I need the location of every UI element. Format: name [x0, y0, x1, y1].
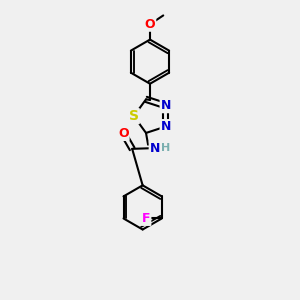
Text: O: O [118, 127, 129, 140]
Text: S: S [129, 109, 139, 123]
Text: H: H [161, 143, 170, 153]
Text: N: N [160, 120, 171, 133]
Text: N: N [150, 142, 160, 155]
Text: O: O [145, 18, 155, 31]
Text: N: N [160, 99, 171, 112]
Text: F: F [142, 212, 150, 225]
